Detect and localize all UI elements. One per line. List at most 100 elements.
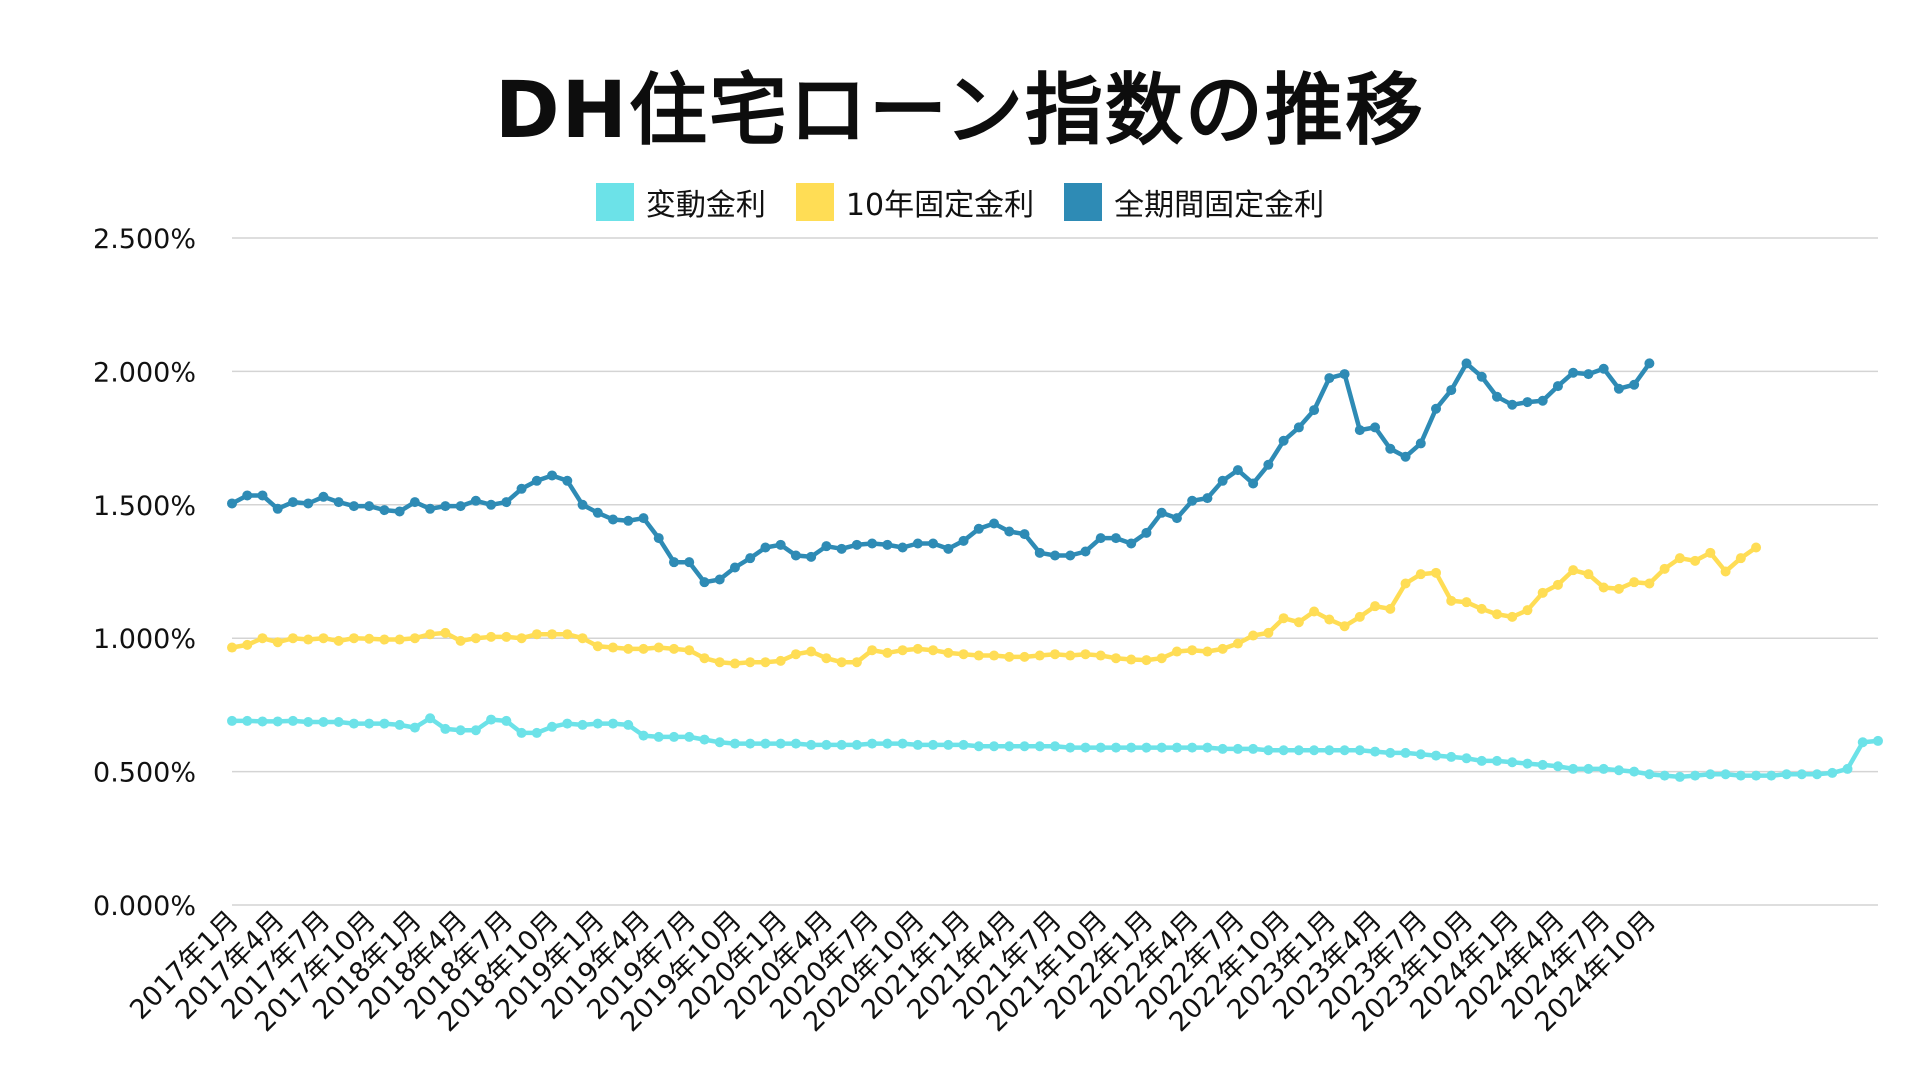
data-point-1 (790, 649, 801, 660)
data-point-2 (592, 507, 603, 518)
data-point-0 (486, 714, 497, 725)
data-point-0 (1766, 770, 1777, 781)
data-point-1 (851, 657, 862, 668)
data-point-2 (1126, 538, 1137, 549)
data-point-1 (821, 653, 832, 664)
data-point-2 (1080, 546, 1091, 557)
data-point-2 (333, 497, 344, 508)
data-point-0 (501, 715, 512, 726)
data-point-0 (318, 716, 329, 727)
data-point-2 (729, 562, 740, 573)
data-point-0 (364, 718, 375, 729)
data-point-1 (973, 650, 984, 661)
data-point-1 (1278, 613, 1289, 624)
data-point-0 (1431, 750, 1442, 761)
data-point-0 (1248, 743, 1259, 754)
data-point-0 (1141, 742, 1152, 753)
data-point-0 (729, 738, 740, 749)
data-point-0 (409, 722, 420, 733)
data-point-0 (1796, 769, 1807, 780)
data-point-1 (958, 649, 969, 660)
series-line-2 (229, 361, 1652, 585)
data-point-0 (882, 738, 893, 749)
legend-label-fixed-full: 全期間固定金利 (1114, 188, 1325, 223)
legend-swatch-variable (595, 183, 634, 221)
data-point-1 (1461, 597, 1472, 608)
data-point-2 (1491, 391, 1502, 402)
data-point-0 (1674, 771, 1685, 782)
data-point-1 (1187, 645, 1198, 656)
legend-item-fixed-10y[interactable]: 10年固定金利 (795, 180, 1034, 224)
data-point-2 (531, 475, 542, 486)
data-point-1 (242, 639, 253, 650)
data-point-1 (760, 657, 771, 668)
data-point-0 (1385, 747, 1396, 758)
data-point-0 (1156, 742, 1167, 753)
data-point-1 (1309, 606, 1320, 617)
data-point-0 (1522, 758, 1533, 769)
data-point-2 (1552, 381, 1563, 392)
data-point-0 (1126, 742, 1137, 753)
data-point-2 (1309, 405, 1320, 416)
data-point-1 (745, 657, 756, 668)
data-point-1 (699, 653, 710, 664)
data-point-2 (851, 539, 862, 550)
data-point-1 (608, 642, 619, 653)
data-point-0 (928, 739, 939, 750)
data-point-2 (1446, 385, 1457, 396)
data-point-0 (1720, 769, 1731, 780)
data-point-1 (1370, 601, 1381, 612)
data-point-2 (1385, 443, 1396, 454)
data-point-2 (714, 574, 725, 585)
data-point-2 (1339, 369, 1350, 380)
data-point-2 (1050, 550, 1060, 561)
data-point-2 (1248, 478, 1259, 489)
data-point-2 (348, 501, 359, 512)
data-point-2 (486, 499, 497, 510)
data-point-1 (1217, 643, 1228, 654)
data-point-0 (1857, 737, 1868, 748)
data-point-0 (1705, 769, 1716, 780)
data-point-0 (1598, 763, 1609, 774)
data-point-2 (1568, 367, 1579, 378)
data-point-0 (455, 725, 466, 736)
data-point-2 (409, 497, 420, 508)
data-point-1 (1004, 651, 1015, 662)
data-point-1 (348, 633, 359, 644)
data-point-1 (684, 645, 695, 656)
data-point-2 (1324, 373, 1335, 384)
data-point-0 (1446, 751, 1457, 762)
data-point-1 (1735, 553, 1746, 564)
data-point-0 (821, 739, 832, 750)
data-point-2 (1156, 507, 1167, 518)
data-point-1 (379, 634, 390, 645)
data-point-2 (1537, 395, 1548, 406)
data-point-1 (592, 641, 603, 652)
legend-item-fixed-full[interactable]: 全期間固定金利 (1064, 180, 1324, 224)
data-point-1 (303, 634, 314, 645)
data-point-1 (1034, 650, 1045, 661)
data-point-1 (1293, 617, 1304, 628)
data-point-2 (425, 503, 436, 514)
data-point-2 (1415, 438, 1426, 449)
data-point-2 (516, 483, 527, 494)
data-point-0 (1339, 745, 1350, 756)
data-point-0 (638, 730, 649, 741)
y-tick-label: 2.500% (93, 224, 196, 255)
data-point-1 (1095, 650, 1106, 661)
data-point-0 (1293, 745, 1304, 756)
data-point-0 (531, 727, 542, 738)
data-point-0 (1095, 742, 1106, 753)
data-point-0 (547, 721, 558, 732)
data-point-0 (1019, 741, 1030, 752)
data-point-2 (897, 542, 908, 553)
data-point-2 (958, 535, 969, 546)
data-point-2 (1004, 526, 1015, 537)
data-point-1 (318, 633, 329, 644)
legend-item-variable[interactable]: 変動金利 (595, 180, 766, 224)
data-point-2 (1370, 422, 1381, 433)
data-point-0 (242, 715, 253, 726)
data-point-0 (1324, 745, 1335, 756)
data-point-0 (745, 738, 756, 749)
data-point-2 (1431, 403, 1442, 414)
